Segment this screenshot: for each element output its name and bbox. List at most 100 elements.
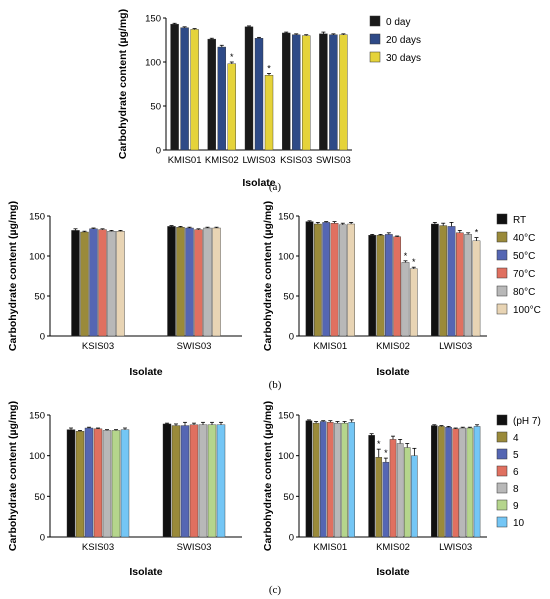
bar-6-ksis03 [93, 428, 103, 538]
bar-ph7-lwis03 [431, 425, 438, 538]
bar-0day-kmis02 [207, 38, 217, 151]
bar-70c-ksis03 [98, 229, 107, 337]
bar-40c-swis03 [176, 226, 185, 337]
bar-8-kmis02 [396, 443, 404, 538]
legend-label: 6 [513, 467, 519, 478]
y-tick-label: 0 [40, 533, 45, 544]
bar-6-lwis03 [452, 428, 459, 538]
bar-8-swis03 [198, 424, 208, 538]
bar-ph7-kmis01 [305, 420, 313, 538]
significance-marker: * [384, 448, 388, 458]
significance-marker: * [377, 439, 381, 449]
bar-70c-lwis03 [455, 232, 464, 337]
x-tick-label: SWIS03 [177, 341, 212, 352]
y-tick-label: 100 [29, 252, 45, 263]
legend-label: 4 [513, 433, 519, 444]
chart-a: 0 50 100 150 KMIS01 * KMIS02 * LWIS03 KSIS03 SWIS0… [117, 9, 421, 193]
bar-5-ksis03 [84, 427, 94, 538]
bar-100c-swis03 [212, 227, 221, 337]
bar-50c-kmis01 [322, 222, 331, 337]
legend-label: 70°C [513, 269, 535, 280]
significance-marker: * [230, 52, 234, 62]
bar-80c-lwis03 [464, 234, 472, 337]
legend-swatch [369, 15, 381, 27]
bar-9-kmis01 [341, 422, 348, 538]
x-tick-label: KSIS03 [82, 341, 114, 352]
panel-caption: (b) [269, 379, 282, 391]
legend-swatch [496, 414, 508, 426]
legend-swatch [496, 285, 508, 297]
bar-70c-kmis02 [393, 236, 402, 337]
y-tick-label: 100 [278, 451, 294, 462]
legend-swatch [496, 267, 508, 279]
legend-swatch [496, 431, 508, 443]
bar-5-kmis01 [319, 421, 327, 538]
bar-6-swis03 [189, 424, 199, 538]
bar-10-ksis03 [120, 429, 130, 538]
bar-4-lwis03 [438, 426, 445, 538]
bar-0day-swis03 [319, 33, 328, 151]
legend-label: 30 days [386, 53, 421, 64]
y-tick-label: 0 [289, 332, 294, 343]
bar-0day-ksis03 [282, 32, 291, 151]
bar-9-lwis03 [466, 427, 474, 538]
bar-80c-kmis01 [338, 224, 347, 337]
legend-swatch [496, 303, 508, 315]
bar-70c-kmis01 [330, 222, 339, 337]
bar-40c-kmis01 [314, 223, 322, 337]
y-axis-title: Carbohydrate content (µg/mg) [7, 401, 19, 551]
bar-10-kmis01 [348, 422, 355, 538]
bar-50c-swis03 [185, 227, 194, 337]
y-tick-label: 0 [289, 533, 294, 544]
x-tick-label: KSIS03 [82, 542, 114, 553]
bar-80c-ksis03 [107, 230, 116, 337]
y-tick-label: 50 [283, 492, 294, 503]
legend-swatch [496, 448, 508, 460]
panel-caption: (a) [269, 181, 282, 193]
bar-4-kmis02 [375, 457, 383, 538]
bar-9-kmis02 [403, 447, 411, 538]
legend-label: 40°C [513, 233, 535, 244]
legend-swatch [369, 33, 381, 45]
y-axis-title: Carbohydrate content (µg/mg) [262, 401, 274, 551]
bar-100c-kmis01 [347, 223, 355, 337]
bar-rt-swis03 [167, 226, 176, 337]
bar-40c-ksis03 [80, 231, 89, 337]
y-tick-label: 150 [278, 212, 294, 223]
bar-rt-ksis03 [71, 230, 80, 337]
legend: (pH 7) 4 5 6 8 9 10 [496, 414, 541, 529]
significance-marker: * [404, 251, 408, 261]
x-tick-label: KMIS01 [313, 341, 347, 352]
bar-40c-lwis03 [439, 225, 448, 337]
chart-b-left: 0 50 100 150 KSIS03 SWIS03 Carbohydrate conten… [7, 201, 242, 378]
bar-20days-swis03 [329, 34, 338, 151]
legend-swatch [369, 51, 381, 63]
bar-4-kmis01 [312, 422, 320, 538]
significance-marker: * [475, 228, 479, 238]
y-tick-label: 150 [29, 411, 45, 422]
bar-5-kmis02 [382, 461, 390, 538]
bar-10-kmis02 [411, 455, 418, 538]
bar-30days-kmis02 [227, 63, 237, 151]
y-tick-label: 150 [29, 212, 45, 223]
x-axis-title: Isolate [376, 566, 409, 578]
bar-ph7-ksis03 [66, 429, 76, 538]
legend-swatch [496, 231, 508, 243]
bar-100c-kmis02 [409, 268, 418, 337]
bar-6-kmis01 [327, 422, 334, 538]
bar-0day-kmis01 [170, 23, 179, 151]
bar-50c-lwis03 [447, 226, 456, 337]
bar-80c-swis03 [203, 227, 212, 337]
bar-ph7-kmis02 [368, 435, 375, 538]
y-tick-label: 50 [150, 102, 161, 113]
y-tick-label: 50 [34, 292, 45, 303]
legend-label: 9 [513, 501, 519, 512]
bar-rt-kmis02 [368, 234, 377, 337]
y-axis-title: Carbohydrate content (µg/mg) [7, 201, 19, 351]
bar-100c-lwis03 [472, 240, 481, 337]
x-axis-title: Isolate [129, 566, 162, 578]
x-tick-label: LWIS03 [439, 542, 472, 553]
bar-9-swis03 [207, 424, 217, 538]
legend-swatch [496, 516, 508, 528]
y-axis-title: Carbohydrate content (µg/mg) [117, 9, 129, 159]
